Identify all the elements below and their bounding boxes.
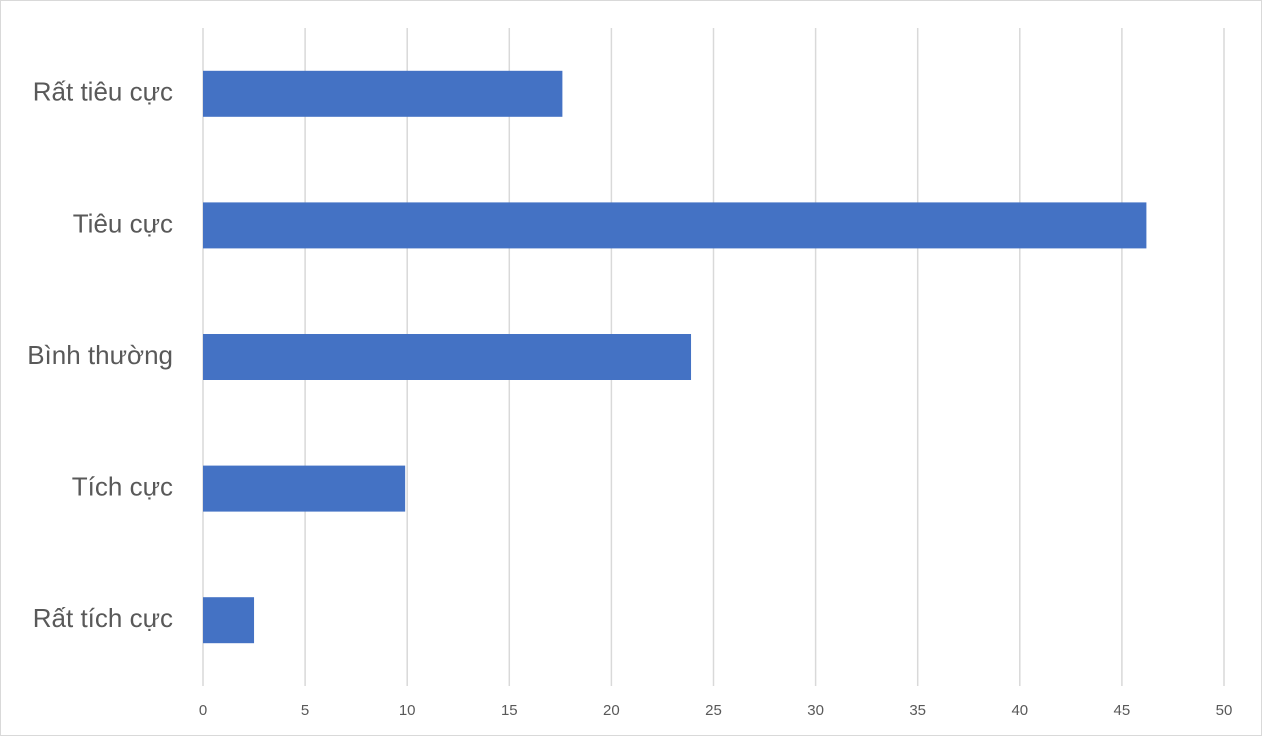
- x-tick-label: 25: [705, 702, 722, 719]
- x-tick-label: 20: [603, 702, 620, 719]
- x-tick-label: 15: [501, 702, 518, 719]
- y-tick-label: Rất tiêu cực: [33, 77, 173, 107]
- bar: [203, 597, 255, 644]
- x-tick-label: 30: [807, 702, 824, 719]
- x-tick-label: 35: [909, 702, 926, 719]
- x-tick-label: 45: [1114, 702, 1131, 719]
- x-tick-label: 5: [301, 702, 309, 719]
- x-tick-label: 0: [199, 702, 207, 719]
- x-tick-label: 40: [1011, 702, 1028, 719]
- y-tick-label: Tích cực: [72, 471, 173, 501]
- y-tick-label: Bình thường: [27, 340, 173, 370]
- x-tick-label: 50: [1216, 702, 1233, 719]
- y-tick-label: Tiêu cực: [73, 208, 173, 238]
- bar: [203, 334, 692, 380]
- bar: [203, 70, 563, 117]
- x-tick-label: 10: [399, 702, 416, 719]
- bar: [203, 202, 1147, 249]
- y-tick-label: Rất tích cực: [33, 603, 173, 633]
- bar: [203, 465, 406, 512]
